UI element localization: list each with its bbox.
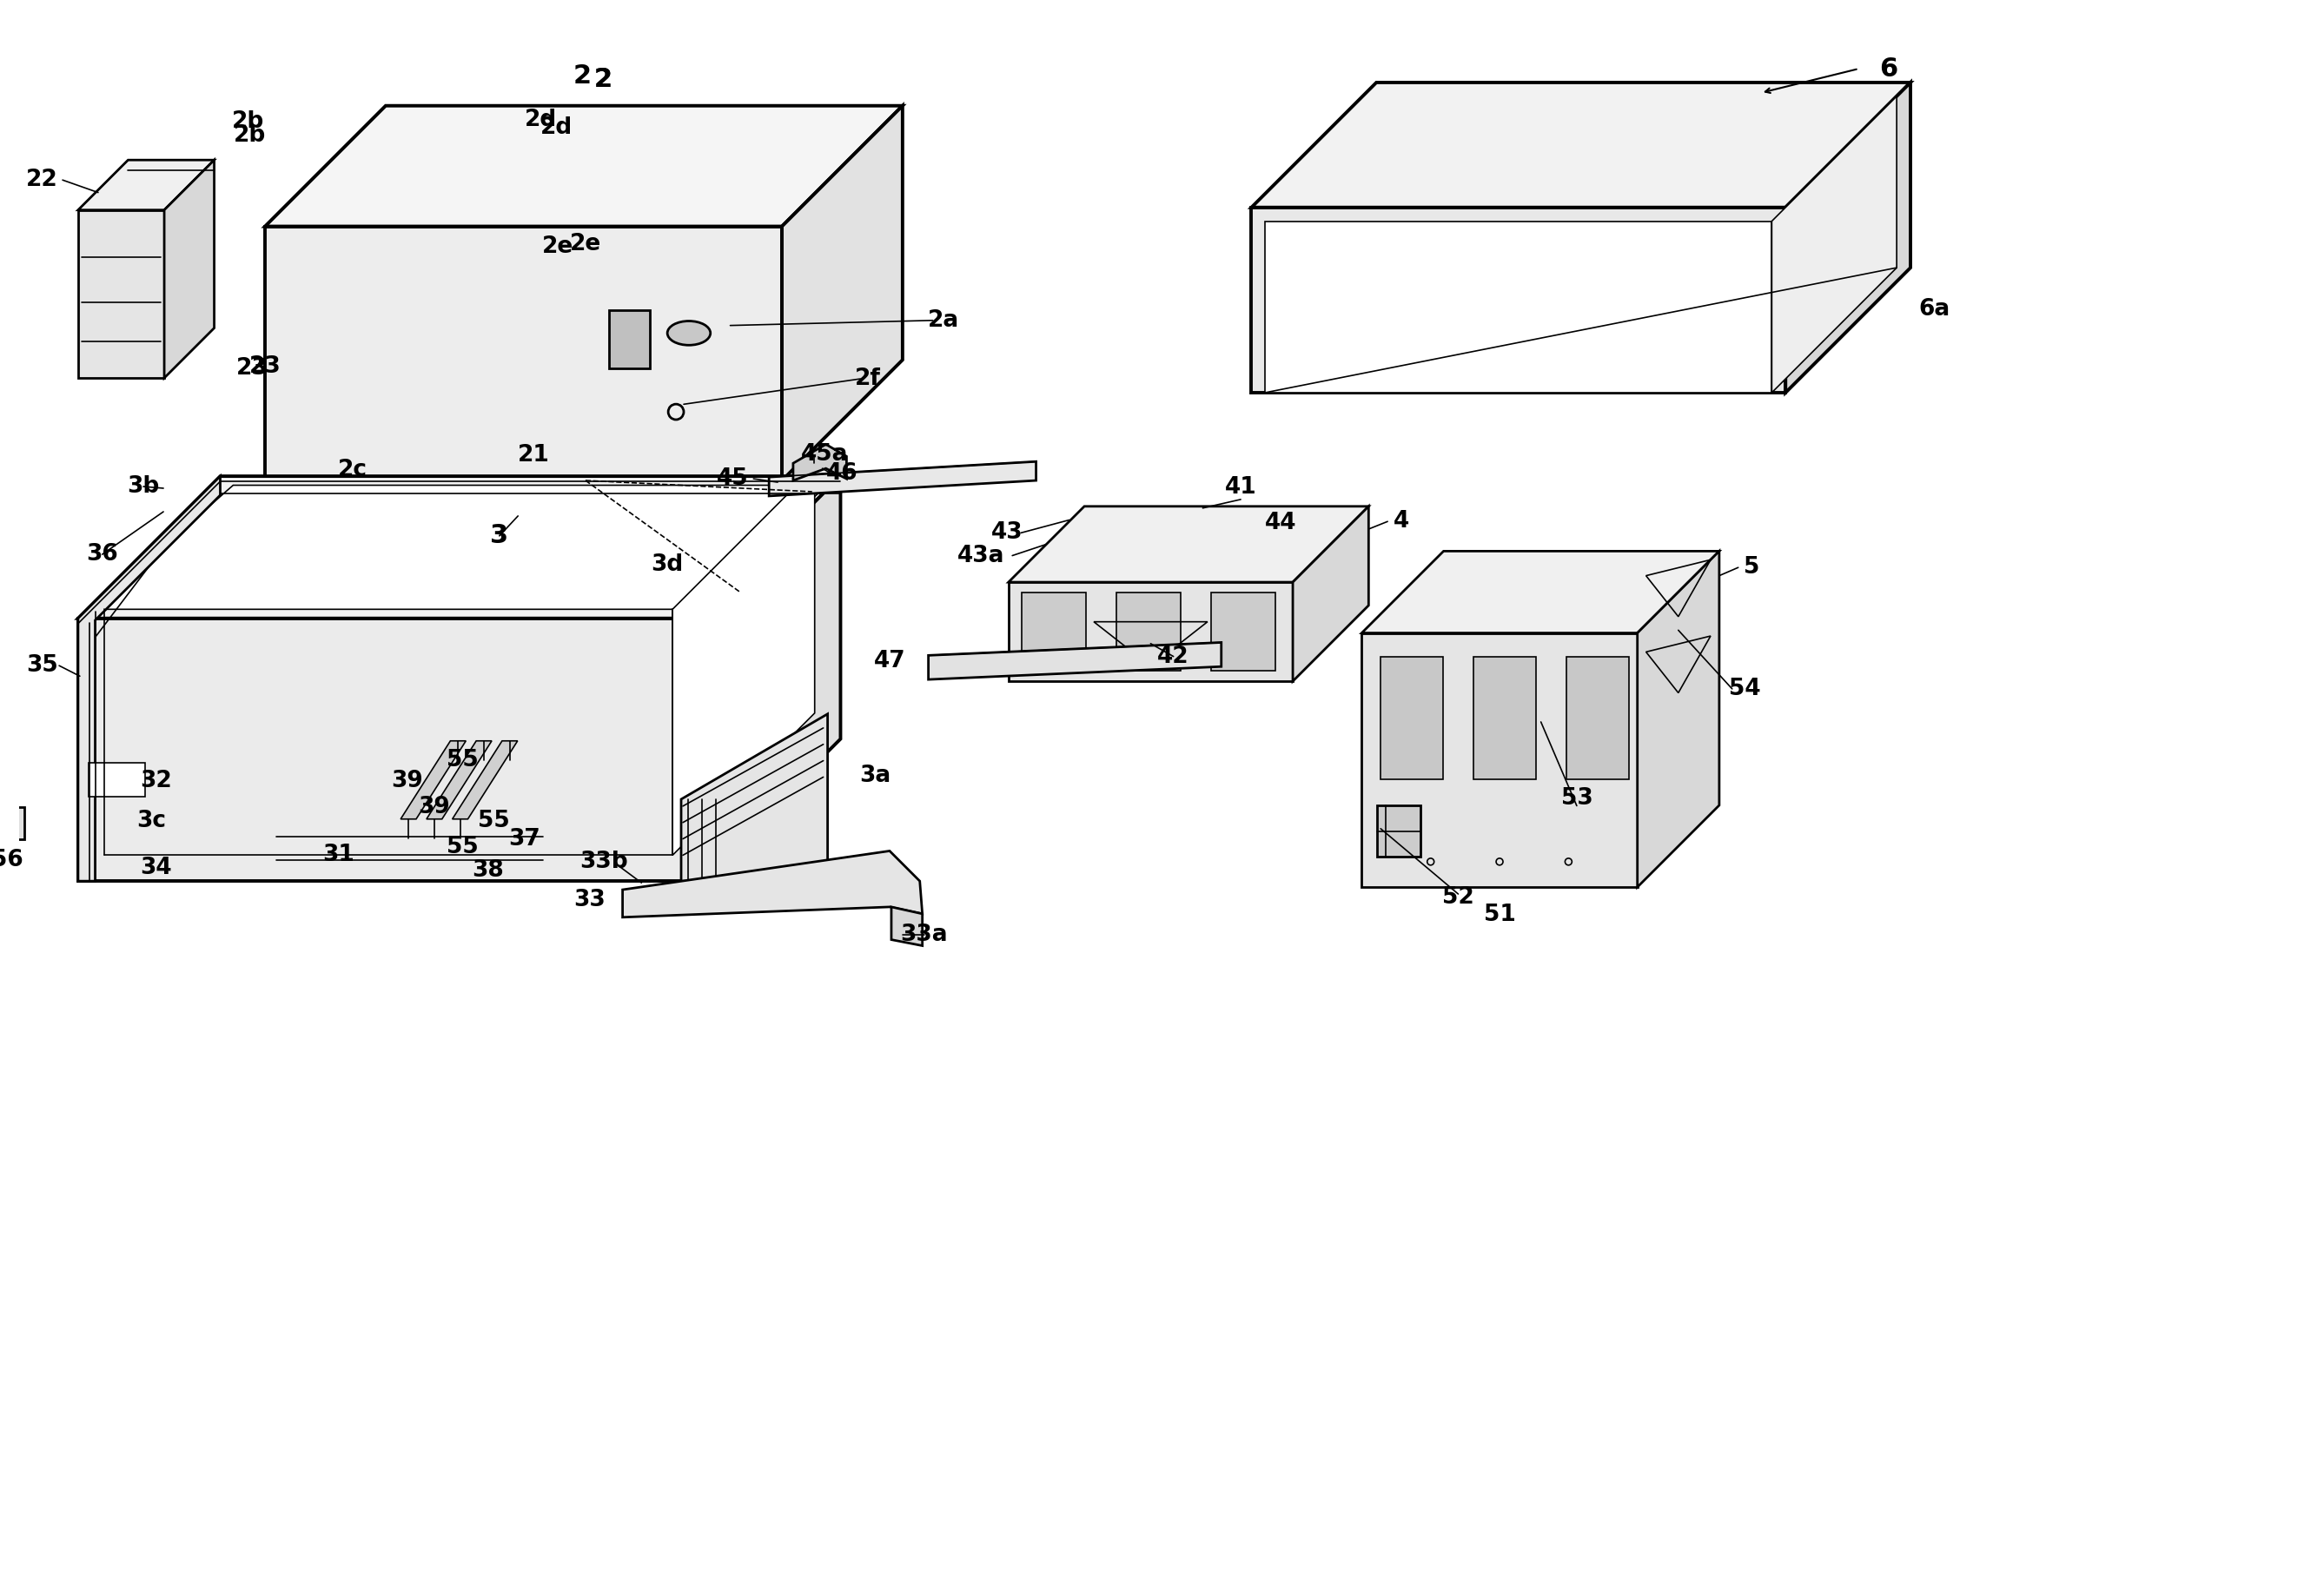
Text: 55: 55 (446, 748, 479, 772)
Polygon shape (672, 467, 816, 855)
Text: 53: 53 (1562, 787, 1592, 809)
Text: 55: 55 (479, 809, 509, 833)
Text: 3b: 3b (128, 475, 160, 497)
Polygon shape (79, 477, 221, 880)
Text: 34: 34 (139, 856, 172, 879)
Text: 6: 6 (1880, 56, 1899, 81)
Text: 33b: 33b (579, 850, 627, 874)
Polygon shape (79, 477, 841, 618)
Text: 2f: 2f (855, 367, 881, 391)
Polygon shape (1250, 208, 1785, 392)
Text: 5: 5 (1743, 556, 1759, 578)
Text: 31: 31 (323, 844, 356, 866)
Text: 46: 46 (827, 462, 858, 485)
Polygon shape (1292, 507, 1369, 682)
Text: 3d: 3d (651, 553, 683, 575)
Text: 39: 39 (390, 771, 423, 793)
Polygon shape (1362, 551, 1720, 632)
Text: 41: 41 (1225, 477, 1257, 499)
Polygon shape (892, 907, 923, 945)
Polygon shape (1638, 551, 1720, 887)
Text: 4: 4 (1394, 510, 1408, 532)
Polygon shape (453, 740, 518, 818)
Text: 33a: 33a (899, 923, 948, 945)
Text: 2: 2 (593, 67, 611, 92)
Polygon shape (1009, 582, 1292, 682)
Polygon shape (79, 160, 214, 210)
Polygon shape (700, 477, 841, 880)
Polygon shape (1009, 507, 1369, 582)
Polygon shape (781, 106, 902, 480)
Polygon shape (1378, 806, 1420, 856)
Polygon shape (1116, 593, 1181, 671)
Text: 3c: 3c (137, 809, 165, 833)
Text: 21: 21 (518, 443, 551, 466)
Text: 47: 47 (874, 650, 906, 672)
Polygon shape (165, 160, 214, 378)
Text: 3a: 3a (860, 764, 890, 787)
Polygon shape (265, 106, 902, 226)
Polygon shape (927, 642, 1222, 680)
Text: 43: 43 (992, 521, 1023, 543)
Polygon shape (79, 618, 700, 880)
Polygon shape (400, 740, 465, 818)
Text: 45: 45 (716, 467, 748, 489)
Polygon shape (681, 713, 827, 880)
Ellipse shape (667, 321, 711, 345)
Text: 2c: 2c (339, 459, 367, 481)
Text: 22: 22 (26, 168, 58, 191)
Text: 2d: 2d (539, 116, 572, 138)
Text: 37: 37 (509, 828, 541, 850)
Text: 6a: 6a (1920, 299, 1950, 321)
Polygon shape (88, 763, 146, 798)
Polygon shape (1771, 97, 1896, 392)
Polygon shape (265, 226, 781, 480)
Polygon shape (769, 461, 1037, 496)
Text: 44: 44 (1264, 512, 1297, 534)
Text: 51: 51 (1483, 904, 1515, 926)
Polygon shape (623, 852, 923, 917)
Text: 2b: 2b (232, 124, 265, 148)
Polygon shape (1264, 221, 1771, 392)
Polygon shape (1250, 83, 1910, 208)
Polygon shape (1211, 593, 1276, 671)
Text: 3: 3 (490, 523, 509, 548)
Text: 55: 55 (446, 836, 479, 858)
Text: 23: 23 (237, 358, 267, 380)
Polygon shape (79, 210, 165, 378)
Text: 38: 38 (472, 860, 504, 882)
Polygon shape (1473, 658, 1536, 779)
Text: 36: 36 (86, 543, 119, 566)
Text: 2e: 2e (541, 235, 574, 257)
Polygon shape (1785, 83, 1910, 392)
Text: 32: 32 (139, 771, 172, 793)
Text: 52: 52 (1443, 887, 1473, 909)
Text: 43a: 43a (957, 545, 1004, 567)
Text: 39: 39 (418, 796, 451, 818)
Polygon shape (1023, 593, 1085, 671)
Text: 2d: 2d (525, 110, 558, 132)
Text: 2e: 2e (569, 234, 602, 256)
Text: 33: 33 (574, 888, 607, 912)
Text: 35: 35 (26, 655, 58, 677)
Text: 45a: 45a (802, 443, 848, 466)
Text: 2: 2 (593, 67, 611, 92)
Polygon shape (91, 485, 827, 609)
Polygon shape (1566, 658, 1629, 779)
Text: 2a: 2a (927, 310, 960, 332)
Polygon shape (0, 807, 26, 839)
Polygon shape (1362, 632, 1638, 887)
Text: 42: 42 (1157, 645, 1190, 667)
Polygon shape (609, 310, 651, 369)
Polygon shape (792, 445, 846, 480)
Text: 56: 56 (0, 849, 23, 871)
Polygon shape (428, 740, 493, 818)
Polygon shape (1380, 658, 1443, 779)
Text: 2: 2 (574, 64, 590, 87)
Text: 23: 23 (249, 356, 281, 378)
Text: 54: 54 (1729, 677, 1762, 701)
Text: 2b: 2b (232, 110, 265, 132)
